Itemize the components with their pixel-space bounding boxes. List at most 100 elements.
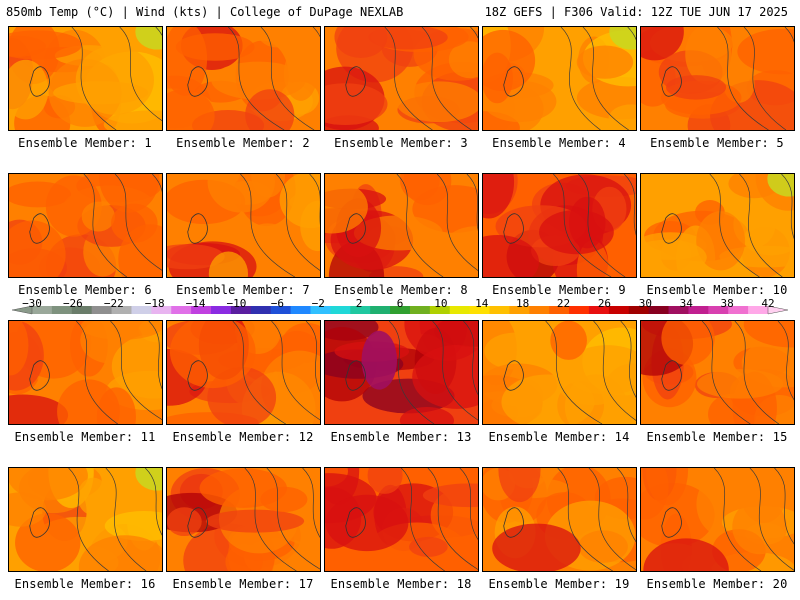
ensemble-member-19-map: [482, 467, 637, 572]
colorbar-swatch: [350, 306, 371, 314]
ensemble-member-14-map: [482, 320, 637, 425]
ensemble-member-4-map: [482, 26, 637, 131]
ensemble-member-15-map: [640, 320, 795, 425]
ensemble-member-5-caption: Ensemble Member: 5: [650, 136, 784, 150]
colorbar-tick-label: 6: [396, 297, 404, 310]
colorbar-swatch: [330, 306, 351, 314]
colorbar-tick-label: 30: [638, 297, 652, 310]
colorbar-swatch: [469, 306, 491, 314]
ensemble-member-15-caption: Ensemble Member: 15: [646, 430, 788, 444]
temperature-colorbar: [11, 305, 789, 315]
ensemble-member-14-caption: Ensemble Member: 14: [488, 430, 630, 444]
ensemble-member-19-caption: Ensemble Member: 19: [488, 577, 630, 591]
ensemble-member-2-map: [166, 26, 321, 131]
map-title: 850mb Temp (°C) | Wind (kts) | College o…: [6, 5, 404, 19]
ensemble-member-12-map: [166, 320, 321, 425]
colorbar-swatch: [648, 306, 670, 314]
colorbar-swatch: [628, 306, 650, 314]
colorbar-swatch: [370, 306, 391, 314]
ensemble-member-11-caption: Ensemble Member: 11: [14, 430, 156, 444]
ensemble-member-8-caption: Ensemble Member: 8: [334, 283, 468, 297]
ensemble-member-6-map: [8, 173, 163, 278]
colorbar-tick-label: −2: [311, 297, 325, 310]
ensemble-member-8-map: [324, 173, 479, 278]
colorbar-tick-label: 38: [720, 297, 734, 310]
ensemble-member-17-map: [166, 467, 321, 572]
colorbar-swatch: [91, 306, 113, 314]
ensemble-member-17-caption: Ensemble Member: 17: [172, 577, 314, 591]
model-valid-time: 18Z GEFS | F306 Valid: 12Z TUE JUN 17 20…: [484, 5, 788, 19]
ensemble-member-16-caption: Ensemble Member: 16: [14, 577, 156, 591]
colorbar-swatch: [529, 306, 550, 314]
ensemble-member-2-caption: Ensemble Member: 2: [176, 136, 310, 150]
colorbar-swatch: [32, 306, 53, 314]
colorbar-swatch: [509, 306, 530, 314]
colorbar-tick-label: 34: [679, 297, 693, 310]
colorbar-max-arrow: [767, 305, 789, 315]
colorbar-swatch: [549, 306, 570, 314]
colorbar-swatch: [151, 306, 172, 314]
colorbar-swatch: [390, 306, 411, 314]
colorbar-tick-label: 10: [434, 297, 448, 310]
ensemble-member-20-caption: Ensemble Member: 20: [646, 577, 788, 591]
colorbar-tick-label: 14: [475, 297, 489, 310]
colorbar-swatch: [688, 306, 709, 314]
ensemble-member-18-map: [324, 467, 479, 572]
colorbar-swatch: [748, 306, 769, 314]
ensemble-member-4-caption: Ensemble Member: 4: [492, 136, 626, 150]
colorbar-swatch: [569, 306, 590, 314]
colorbar-swatch: [131, 306, 152, 314]
colorbar-swatch: [171, 306, 192, 314]
colorbar-swatch: [310, 306, 331, 314]
ensemble-member-13-caption: Ensemble Member: 13: [330, 430, 472, 444]
colorbar-swatch: [409, 306, 431, 314]
ensemble-member-13-map: [324, 320, 479, 425]
ensemble-member-10-caption: Ensemble Member: 10: [646, 283, 788, 297]
colorbar-tick-label: −6: [270, 297, 284, 310]
ensemble-member-1-map: [8, 26, 163, 131]
ensemble-member-18-caption: Ensemble Member: 18: [330, 577, 472, 591]
colorbar-swatch: [111, 306, 132, 314]
colorbar-swatch: [270, 306, 292, 314]
colorbar-tick-label: −26: [62, 297, 83, 310]
colorbar-tick-label: 42: [761, 297, 775, 310]
ensemble-member-3-map: [324, 26, 479, 131]
colorbar-tick-label: −30: [22, 297, 42, 310]
ensemble-member-3-caption: Ensemble Member: 3: [334, 136, 468, 150]
ensemble-member-12-caption: Ensemble Member: 12: [172, 430, 314, 444]
colorbar-tick-label: 26: [597, 297, 612, 310]
colorbar-swatch: [250, 306, 272, 314]
colorbar-tick-label: 2: [355, 297, 363, 310]
colorbar-swatch: [290, 306, 311, 314]
colorbar-swatch: [449, 306, 471, 314]
ensemble-member-11-map: [8, 320, 163, 425]
colorbar-swatch: [608, 306, 630, 314]
ensemble-member-7-caption: Ensemble Member: 7: [176, 283, 310, 297]
colorbar-swatch: [51, 306, 73, 314]
ensemble-member-16-map: [8, 467, 163, 572]
colorbar-swatch: [489, 306, 510, 314]
colorbar-swatch: [668, 306, 689, 314]
colorbar-swatch: [588, 306, 610, 314]
colorbar-tick-label: −14: [185, 297, 206, 310]
colorbar-tick-label: −18: [144, 297, 165, 310]
colorbar-min-arrow: [11, 305, 33, 315]
ensemble-member-5-map: [640, 26, 795, 131]
colorbar-swatch: [191, 306, 212, 314]
colorbar-tick-label: 22: [556, 297, 571, 310]
colorbar-swatch: [230, 306, 252, 314]
ensemble-member-20-map: [640, 467, 795, 572]
ensemble-member-10-map: [640, 173, 795, 278]
colorbar-swatch: [71, 306, 93, 314]
ensemble-member-9-caption: Ensemble Member: 9: [492, 283, 626, 297]
colorbar-swatch: [728, 306, 749, 314]
colorbar-swatch: [429, 306, 451, 314]
ensemble-member-6-caption: Ensemble Member: 6: [18, 283, 152, 297]
colorbar-tick-label: −10: [226, 297, 247, 310]
colorbar-swatch: [708, 306, 729, 314]
colorbar-swatch: [211, 306, 232, 314]
ensemble-member-1-caption: Ensemble Member: 1: [18, 136, 152, 150]
colorbar-tick-label: −22: [103, 297, 124, 310]
ensemble-member-9-map: [482, 173, 637, 278]
colorbar-tick-label: 18: [516, 297, 530, 310]
